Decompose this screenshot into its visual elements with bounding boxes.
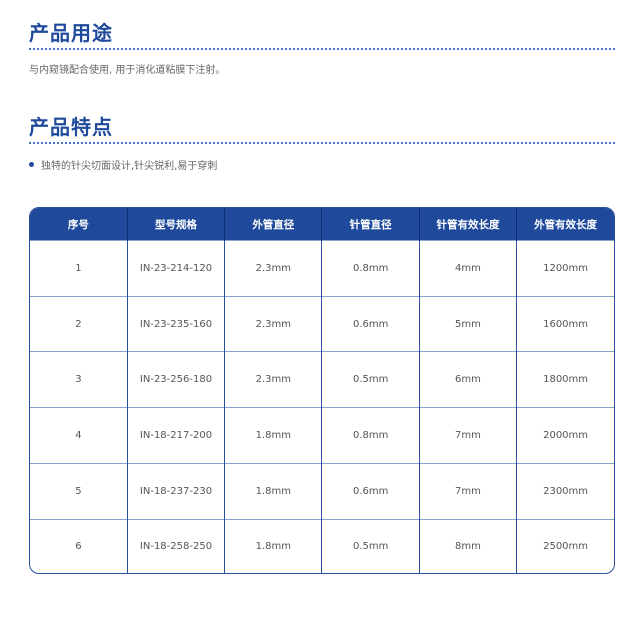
table-cell: 4 bbox=[30, 407, 128, 464]
table-cell: 7mm bbox=[419, 407, 518, 464]
table-cell: 3 bbox=[30, 351, 128, 408]
table-cell: 0.5mm bbox=[321, 351, 420, 408]
column-header: 外管直径 bbox=[224, 208, 323, 241]
table-cell: 1.8mm bbox=[224, 518, 323, 573]
table-cell: 1.8mm bbox=[224, 462, 323, 520]
spec-table: 序号 型号规格 外管直径 针管直径 针管有效长度 外管有效长度 1 IN-23-214-12… bbox=[29, 207, 615, 574]
table-cell: IN-18-237-230 bbox=[127, 462, 226, 520]
table-cell: 5mm bbox=[419, 295, 518, 352]
table-cell: IN-18-217-200 bbox=[127, 407, 226, 464]
table-cell: 1200mm bbox=[516, 240, 614, 297]
table-cell: 0.6mm bbox=[321, 295, 420, 352]
table-row: 6 IN-18-258-250 1.8mm 0.5mm 8mm 2500mm bbox=[30, 518, 614, 573]
table-cell: 8mm bbox=[419, 518, 518, 573]
table-cell: 5 bbox=[30, 462, 128, 520]
table-cell: 0.6mm bbox=[321, 462, 420, 520]
usage-text: 与内窥镜配合使用, 用于消化道粘膜下注射。 bbox=[29, 65, 226, 76]
bullet-icon bbox=[29, 162, 34, 167]
table-header: 序号 型号规格 外管直径 针管直径 针管有效长度 外管有效长度 bbox=[30, 208, 614, 241]
table-row: 3 IN-23-256-180 2.3mm 0.5mm 6mm 1800mm bbox=[30, 351, 614, 408]
table-cell: 1800mm bbox=[516, 351, 614, 408]
column-header: 针管直径 bbox=[321, 208, 420, 241]
column-header: 针管有效长度 bbox=[419, 208, 518, 241]
table-cell: 2000mm bbox=[516, 407, 614, 464]
table-cell: 7mm bbox=[419, 462, 518, 520]
usage-title: 产品用途 bbox=[29, 21, 113, 45]
table-cell: 4mm bbox=[419, 240, 518, 297]
column-header: 序号 bbox=[30, 208, 128, 241]
feature-text: 独特的针尖切面设计,针尖锐利,易于穿刺 bbox=[41, 161, 218, 172]
table-cell: 6mm bbox=[419, 351, 518, 408]
table-cell: 6 bbox=[30, 518, 128, 573]
table-cell: 1 bbox=[30, 240, 128, 297]
table-cell: 2.3mm bbox=[224, 295, 323, 352]
table-cell: 2.3mm bbox=[224, 351, 323, 408]
table-cell: 2300mm bbox=[516, 462, 614, 520]
table-cell: IN-23-214-120 bbox=[127, 240, 226, 297]
table-row: 5 IN-18-237-230 1.8mm 0.6mm 7mm 2300mm bbox=[30, 462, 614, 520]
table-cell: 1600mm bbox=[516, 295, 614, 352]
table-row: 1 IN-23-214-120 2.3mm 0.8mm 4mm 1200mm bbox=[30, 240, 614, 297]
table-cell: IN-23-256-180 bbox=[127, 351, 226, 408]
features-title: 产品特点 bbox=[29, 115, 113, 139]
table-cell: 1.8mm bbox=[224, 407, 323, 464]
table-cell: 2.3mm bbox=[224, 240, 323, 297]
feature-item: 独特的针尖切面设计,针尖锐利,易于穿刺 bbox=[29, 157, 217, 172]
table-cell: IN-23-235-160 bbox=[127, 295, 226, 352]
table-cell: 0.8mm bbox=[321, 407, 420, 464]
divider bbox=[29, 142, 615, 144]
table-row: 2 IN-23-235-160 2.3mm 0.6mm 5mm 1600mm bbox=[30, 295, 614, 352]
column-header: 型号规格 bbox=[127, 208, 226, 241]
table-cell: 2500mm bbox=[516, 518, 614, 573]
table-row: 4 IN-18-217-200 1.8mm 0.8mm 7mm 2000mm bbox=[30, 407, 614, 464]
table-cell: 2 bbox=[30, 295, 128, 352]
table-cell: 0.5mm bbox=[321, 518, 420, 573]
column-header: 外管有效长度 bbox=[516, 208, 614, 241]
table-cell: 0.8mm bbox=[321, 240, 420, 297]
table-cell: IN-18-258-250 bbox=[127, 518, 226, 573]
divider bbox=[29, 48, 615, 50]
